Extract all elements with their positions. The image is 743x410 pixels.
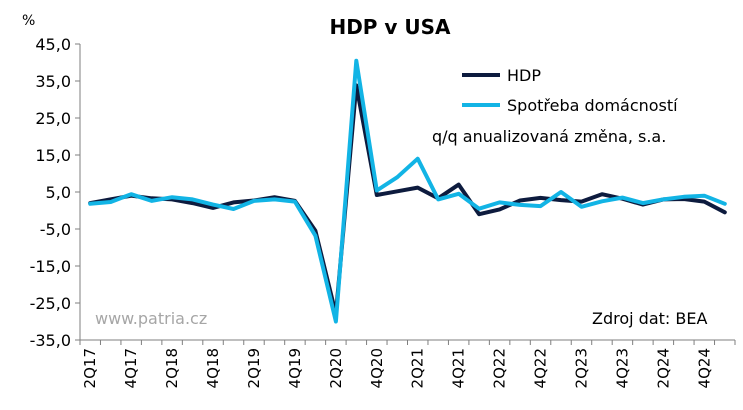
x-tick-label: 4Q22 (532, 348, 550, 388)
y-tick-label: 15,0 (35, 146, 71, 165)
x-tick-label: 4Q23 (613, 348, 631, 388)
y-tick-label: 45,0 (35, 35, 71, 54)
y-unit-label: % (22, 13, 35, 29)
y-tick-label: -5,0 (40, 220, 71, 239)
y-tick-label: 5,0 (46, 183, 71, 202)
watermark: www.patria.cz (95, 309, 207, 328)
y-tick-label: -35,0 (30, 331, 71, 350)
y-tick-label: -15,0 (30, 257, 71, 276)
x-tick-label: 2Q18 (163, 348, 181, 388)
chart-title: HDP v USA (329, 15, 451, 39)
chart-annotation: q/q anualizovaná změna, s.a. (432, 127, 666, 146)
x-tick-label: 2Q17 (81, 348, 99, 388)
x-tick-label: 4Q20 (368, 348, 386, 388)
y-tick-label: 25,0 (35, 109, 71, 128)
series-line-spotreba (88, 58, 727, 324)
y-tick-label: 35,0 (35, 72, 71, 91)
x-tick-label: 4Q24 (695, 348, 713, 388)
x-tick-label: 2Q21 (409, 348, 427, 388)
x-tick-label: 2Q22 (491, 348, 509, 388)
source-note: Zdroj dat: BEA (592, 309, 707, 328)
y-axis: -35,0 -25,0 -15,0 -5,0 5,0 15,0 25,0 35,0 45,0 (30, 35, 81, 350)
legend: HDP Spotřeba domácností (462, 66, 678, 115)
legend-label-spotreba: Spotřeba domácností (507, 96, 678, 115)
legend-label-hdp: HDP (507, 66, 541, 85)
series-layer (88, 58, 727, 324)
x-tick-label: 4Q21 (450, 348, 468, 388)
x-tick-label: 2Q23 (572, 348, 590, 388)
x-tick-label: 4Q17 (122, 348, 140, 388)
x-tick-label: 4Q19 (286, 348, 304, 388)
x-tick-label: 2Q24 (654, 348, 672, 388)
x-tick-label: 2Q19 (245, 348, 263, 388)
x-axis: 2Q17 4Q17 2Q18 4Q18 2Q19 4Q19 2Q20 4Q20 2Q21 4Q21… (79, 339, 736, 388)
x-tick-label: 2Q20 (327, 348, 345, 388)
y-tick-label: -25,0 (30, 294, 71, 313)
x-tick-label: 4Q18 (204, 348, 222, 388)
